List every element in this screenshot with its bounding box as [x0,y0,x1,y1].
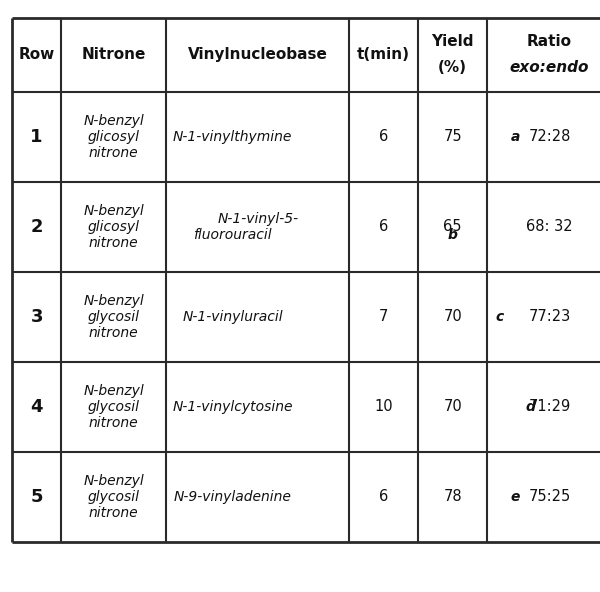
Text: 70: 70 [443,309,462,324]
Text: 4: 4 [31,398,43,416]
Text: d: d [526,400,536,414]
Text: 6: 6 [379,219,388,234]
Text: 3: 3 [31,308,43,326]
Text: N-benzyl: N-benzyl [83,294,144,308]
Text: 65: 65 [443,219,462,234]
Text: 78: 78 [443,489,462,504]
Text: N-1-vinylthymine: N-1-vinylthymine [173,130,292,144]
Text: 5: 5 [31,488,43,506]
Text: fluorouracil: fluorouracil [193,228,272,242]
Text: nitrone: nitrone [89,506,139,520]
Text: a: a [511,130,520,144]
Text: 6: 6 [379,129,388,144]
Text: Yield: Yield [431,34,474,49]
Text: nitrone: nitrone [89,146,139,160]
Text: N-benzyl: N-benzyl [83,384,144,398]
Text: 77:23: 77:23 [529,309,571,324]
Text: N-benzyl: N-benzyl [83,474,144,488]
Text: N-1-vinyl-5-: N-1-vinyl-5- [217,212,298,226]
Text: glicosyl: glicosyl [88,130,140,144]
Text: N-benzyl: N-benzyl [83,114,144,128]
Text: 71:29: 71:29 [529,399,571,414]
Text: 2: 2 [31,218,43,236]
Text: b: b [448,228,458,242]
Text: exo:endo: exo:endo [510,60,589,75]
Text: e: e [511,490,520,504]
Text: 1: 1 [31,128,43,146]
Text: nitrone: nitrone [89,236,139,250]
Text: 75: 75 [443,129,462,144]
Text: c: c [496,310,503,324]
Text: nitrone: nitrone [89,416,139,430]
Text: N-benzyl: N-benzyl [83,204,144,218]
Text: 72:28: 72:28 [529,129,571,144]
Text: 7: 7 [379,309,388,324]
Text: nitrone: nitrone [89,326,139,340]
Text: (%): (%) [438,60,467,75]
Text: Row: Row [19,47,55,62]
Text: N-1-vinylcytosine: N-1-vinylcytosine [172,400,293,414]
Bar [12,18,600,542]
Text: 6: 6 [379,489,388,504]
Text: 10: 10 [374,399,393,414]
Text: Nitrone: Nitrone [82,47,146,62]
Text: N-9-vinyladenine: N-9-vinyladenine [174,490,292,504]
Text: glycosil: glycosil [88,310,140,324]
Text: Vinylnucleobase: Vinylnucleobase [188,47,328,62]
Text: 70: 70 [443,399,462,414]
Text: glycosil: glycosil [88,490,140,504]
Text: 75:25: 75:25 [529,489,571,504]
Text: t(min): t(min) [357,47,410,62]
Text: N-1-vinyluracil: N-1-vinyluracil [182,310,283,324]
Text: 68: 32: 68: 32 [526,219,573,234]
Text: glycosil: glycosil [88,400,140,414]
Text: Ratio: Ratio [527,34,572,49]
Text: glicosyl: glicosyl [88,220,140,234]
